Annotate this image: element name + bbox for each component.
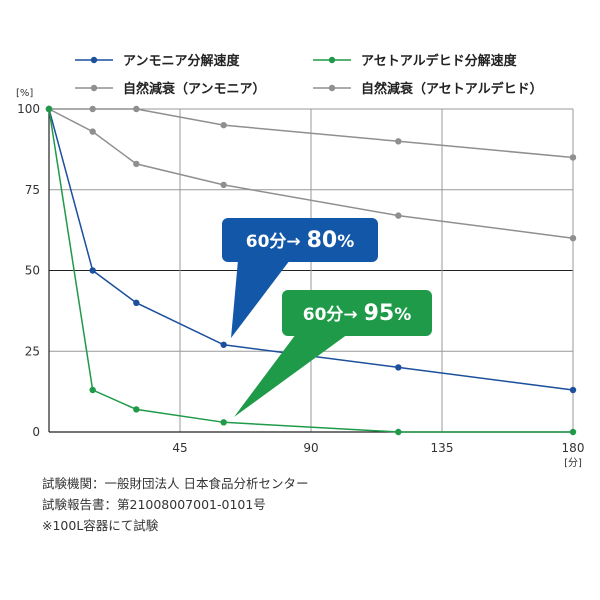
series-line [48, 108, 574, 391]
data-point [89, 105, 96, 113]
data-point [395, 364, 402, 371]
data-point [133, 299, 140, 306]
x-tick-label: 180 [562, 441, 585, 455]
data-point [395, 212, 402, 219]
series-lines [45, 105, 577, 436]
data-point [569, 428, 577, 436]
y-tick-label: 50 [25, 264, 40, 278]
data-point [569, 235, 577, 242]
legend-label: 自然減衰（アンモニア） [123, 81, 265, 97]
callout-box [222, 218, 378, 262]
data-point [133, 160, 140, 168]
footnote-container: ※100L容器にて試験 [42, 518, 159, 533]
data-point [220, 181, 227, 189]
data-point [395, 428, 402, 436]
annotations: 60分→ 80% 60分→ 95% [222, 218, 432, 417]
footnote-lab: 試験機関：一般財団法人 日本食品分析センター [42, 476, 309, 491]
legend-label: 自然減衰（アセトアルデヒド） [361, 81, 543, 97]
data-point [220, 121, 227, 129]
y-unit-label: [%] [16, 88, 33, 99]
data-point [133, 406, 140, 413]
legend-swatch-dot [328, 56, 336, 64]
legend-label: アセトアルデヒド分解速度 [361, 53, 518, 69]
data-point [395, 138, 402, 145]
legend-swatch-dot [328, 84, 336, 92]
data-point [133, 105, 140, 113]
x-tick-label: 45 [172, 441, 187, 455]
data-point [45, 105, 53, 113]
x-tick-label: 135 [431, 441, 454, 455]
y-tick-label: 100 [17, 102, 40, 116]
series-line [48, 108, 573, 433]
data-point [89, 386, 96, 394]
footnote-report: 試験報告書：第21008007001-0101号 [42, 497, 266, 512]
data-point [569, 386, 577, 394]
y-tick-label: 25 [25, 344, 40, 358]
data-point [220, 419, 227, 426]
data-point [89, 267, 96, 274]
y-tick-label: 0 [32, 425, 40, 439]
callout-pointer [234, 334, 348, 417]
legend-swatch-dot [90, 84, 98, 92]
axes: 0 25 50 75 100 45 90 135 180 [%] [分] [16, 88, 584, 469]
callout-label: 60分→ 95% [303, 301, 412, 326]
y-tick-label: 75 [25, 183, 40, 197]
series-line [49, 108, 574, 159]
callout-box [282, 290, 432, 336]
data-point [569, 154, 577, 161]
footnotes: 試験機関：一般財団法人 日本食品分析センター 試験報告書：第2100800700… [42, 473, 308, 536]
data-point [220, 341, 227, 348]
x-unit-label: [分] [564, 457, 582, 469]
callout: 60分→ 80% [222, 218, 378, 338]
x-tick-label: 90 [303, 441, 318, 455]
legend-label: アンモニア分解速度 [123, 53, 240, 69]
legend-swatch-dot [90, 56, 98, 64]
series-line [48, 108, 574, 239]
callout-label: 60分→ 80% [246, 228, 355, 253]
data-point [89, 128, 96, 135]
callout-pointer [231, 260, 290, 338]
callout: 60分→ 95% [234, 290, 432, 417]
